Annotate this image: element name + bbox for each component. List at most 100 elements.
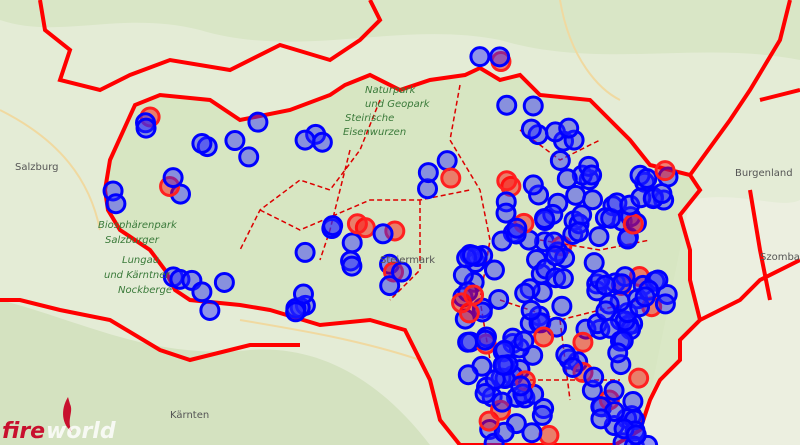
location-marker[interactable] [521, 422, 543, 444]
location-marker[interactable] [590, 408, 612, 430]
location-marker[interactable] [552, 268, 574, 290]
location-marker[interactable] [213, 271, 235, 293]
location-marker[interactable] [191, 132, 213, 154]
location-marker[interactable] [474, 383, 496, 405]
location-marker[interactable] [440, 167, 462, 189]
location-marker[interactable] [581, 164, 603, 186]
location-marker[interactable] [583, 252, 605, 274]
location-marker[interactable] [533, 207, 555, 229]
location-marker[interactable] [322, 215, 344, 237]
location-marker[interactable] [199, 299, 221, 321]
location-marker[interactable] [469, 46, 491, 68]
location-marker[interactable] [538, 424, 560, 445]
logo-text: fire [2, 419, 45, 444]
location-marker[interactable] [565, 184, 587, 206]
location-marker[interactable] [105, 193, 127, 215]
location-marker[interactable] [594, 274, 616, 296]
location-marker[interactable] [495, 202, 517, 224]
logo: fire world [2, 397, 116, 444]
location-marker[interactable] [492, 354, 514, 376]
location-marker[interactable] [510, 375, 532, 397]
location-marker[interactable] [285, 301, 307, 323]
location-marker[interactable] [528, 184, 550, 206]
location-marker[interactable] [294, 241, 316, 263]
location-marker[interactable] [572, 331, 594, 353]
location-marker[interactable] [544, 245, 566, 267]
location-marker[interactable] [531, 404, 553, 426]
location-marker[interactable] [488, 288, 510, 310]
location-marker[interactable] [341, 232, 363, 254]
location-marker[interactable] [588, 226, 610, 248]
location-marker[interactable] [436, 150, 458, 172]
location-marker[interactable] [628, 367, 650, 389]
location-marker[interactable] [457, 331, 479, 353]
location-marker[interactable] [636, 167, 658, 189]
location-marker[interactable] [417, 178, 439, 200]
location-marker[interactable] [607, 342, 629, 364]
location-marker[interactable] [247, 111, 269, 133]
location-marker[interactable] [520, 118, 542, 140]
location-marker[interactable] [514, 282, 536, 304]
location-marker[interactable] [622, 213, 644, 235]
location-marker[interactable] [611, 273, 633, 295]
location-marker[interactable] [556, 168, 578, 190]
location-marker[interactable] [520, 299, 542, 321]
location-marker[interactable] [341, 255, 363, 277]
location-marker[interactable] [583, 366, 605, 388]
location-marker[interactable] [463, 284, 485, 306]
park-label: und Geopark [365, 99, 431, 110]
location-marker[interactable] [457, 364, 479, 386]
location-marker[interactable] [372, 223, 394, 245]
location-marker[interactable] [452, 264, 474, 286]
location-marker[interactable] [513, 330, 535, 352]
location-marker[interactable] [162, 167, 184, 189]
location-marker[interactable] [491, 391, 513, 413]
location-marker[interactable] [568, 221, 590, 243]
place-label: Kärnten [170, 410, 209, 421]
location-marker[interactable] [651, 183, 673, 205]
location-marker[interactable] [547, 192, 569, 214]
location-marker[interactable] [603, 380, 625, 402]
place-label: Burgenland [735, 168, 793, 179]
location-marker[interactable] [346, 213, 368, 235]
location-marker[interactable] [294, 129, 316, 151]
location-marker[interactable] [311, 131, 333, 153]
place-label: Steiermark [380, 255, 435, 266]
location-marker[interactable] [582, 189, 604, 211]
location-marker[interactable] [489, 46, 511, 68]
location-marker[interactable] [238, 146, 260, 168]
location-marker[interactable] [622, 390, 644, 412]
location-marker[interactable] [135, 117, 157, 139]
location-marker[interactable] [571, 204, 593, 226]
location-marker[interactable] [379, 275, 401, 297]
terrain [0, 300, 430, 445]
location-marker[interactable] [522, 174, 544, 196]
location-marker[interactable] [493, 421, 515, 443]
location-marker[interactable] [654, 293, 676, 315]
location-marker[interactable] [483, 259, 505, 281]
location-marker[interactable] [417, 162, 439, 184]
location-marker[interactable] [506, 217, 528, 239]
location-marker[interactable] [572, 361, 594, 383]
location-marker[interactable] [496, 94, 518, 116]
terrain [0, 0, 800, 60]
location-marker[interactable] [551, 295, 573, 317]
location-marker[interactable] [496, 170, 518, 192]
location-marker[interactable] [522, 95, 544, 117]
location-marker[interactable] [654, 160, 676, 182]
location-marker[interactable] [549, 149, 571, 171]
location-marker[interactable] [562, 357, 584, 379]
place-label: Salzburg [15, 162, 58, 173]
location-marker[interactable] [595, 300, 617, 322]
location-marker[interactable] [191, 281, 213, 303]
location-marker[interactable] [462, 244, 484, 266]
location-marker[interactable] [558, 117, 580, 139]
location-marker[interactable] [224, 130, 246, 152]
location-marker[interactable] [634, 286, 656, 308]
location-marker[interactable] [533, 326, 555, 348]
location-marker[interactable] [625, 424, 647, 445]
location-marker[interactable] [474, 329, 496, 351]
location-marker[interactable] [390, 261, 412, 283]
location-marker[interactable] [292, 283, 314, 305]
